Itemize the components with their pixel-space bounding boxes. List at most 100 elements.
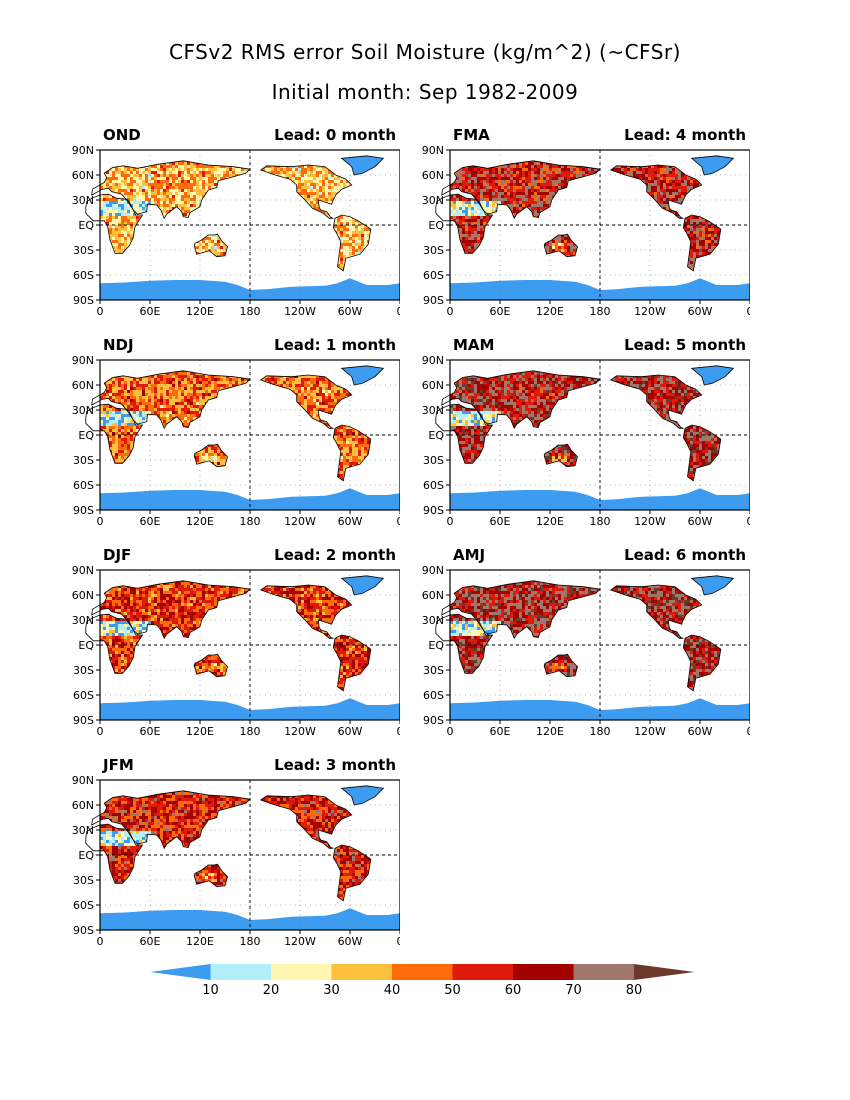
coastline-nam — [259, 374, 353, 429]
greenland — [341, 575, 384, 595]
lat-tick-label: 60S — [73, 689, 94, 702]
map-plot: 90N60N30NEQ30S60S90S060E120E180120W60W0 — [422, 144, 750, 318]
lat-tick-label: 90S — [423, 504, 444, 517]
map-plot: 90N60N30NEQ30S60S90S060E120E180120W60W0 — [422, 564, 750, 738]
season-label: JFM — [103, 756, 134, 774]
lat-tick-label: EQ — [428, 219, 444, 232]
lon-tick-label: 0 — [97, 305, 104, 318]
lat-tick-label: 90S — [73, 924, 94, 937]
lon-tick-label: 60W — [688, 515, 713, 528]
colorbar-segment — [271, 964, 332, 980]
greenland — [691, 575, 734, 595]
lat-tick-label: 90S — [73, 714, 94, 727]
coastline-sam — [682, 634, 722, 692]
lat-tick-label: 30N — [72, 404, 94, 417]
lon-tick-label: 180 — [240, 935, 261, 948]
season-label: MAM — [453, 336, 494, 354]
antarctica — [450, 488, 750, 510]
colorbar-label: 80 — [626, 983, 643, 998]
map-panel-ond: 90N60N30NEQ30S60S90S060E120E180120W60W0O… — [68, 126, 400, 318]
lead-label: Lead: 0 month — [274, 126, 396, 144]
lat-tick-label: 30N — [72, 614, 94, 627]
coastline-eurasia — [441, 370, 601, 430]
coastline-sam — [682, 424, 722, 482]
coastline-australia — [193, 443, 228, 468]
lat-tick-label: 60N — [72, 169, 94, 182]
greenland — [341, 155, 384, 175]
lat-tick-label: 60N — [422, 379, 444, 392]
lat-tick-label: 90N — [72, 564, 94, 577]
map-panel-djf: 90N60N30NEQ30S60S90S060E120E180120W60W0D… — [68, 546, 400, 738]
greenland — [341, 365, 384, 385]
map-panel-mam: 90N60N30NEQ30S60S90S060E120E180120W60W0M… — [418, 336, 750, 528]
colorbar-legend: 10 20 30 40 50 60 70 80 — [150, 964, 695, 998]
colorbar-label: 10 — [202, 983, 219, 998]
lon-tick-label: 120W — [634, 515, 666, 528]
lat-tick-label: 60S — [73, 899, 94, 912]
lon-tick-label: 0 — [447, 725, 454, 738]
antarctica — [100, 698, 400, 720]
lat-tick-label: 60S — [73, 269, 94, 282]
antarctica — [450, 698, 750, 720]
lon-tick-label: 120E — [186, 935, 214, 948]
lon-tick-label: 0 — [97, 725, 104, 738]
lon-tick-label: 60E — [490, 305, 511, 318]
coastline-australia — [543, 443, 578, 468]
antarctica — [100, 278, 400, 300]
coastline-sam — [332, 634, 372, 692]
lon-tick-label: 120E — [536, 725, 564, 738]
coastline-nam — [609, 374, 703, 429]
lat-tick-label: 90N — [422, 144, 444, 157]
map-plot: 90N60N30NEQ30S60S90S060E120E180120W60W0 — [72, 774, 400, 948]
lat-tick-label: 60S — [423, 479, 444, 492]
lat-tick-label: 30N — [72, 194, 94, 207]
coastline-sam — [682, 214, 722, 272]
map-plot: 90N60N30NEQ30S60S90S060E120E180120W60W0 — [72, 564, 400, 738]
colorbar-segment — [634, 964, 695, 980]
lat-tick-label: 60N — [72, 589, 94, 602]
coastline-eurasia — [91, 580, 251, 640]
greenland — [691, 155, 734, 175]
lon-tick-label: 60E — [490, 515, 511, 528]
colorbar-label: 60 — [505, 983, 522, 998]
lat-tick-label: 30N — [72, 824, 94, 837]
lat-tick-label: 60S — [423, 269, 444, 282]
lon-tick-label: 0 — [97, 935, 104, 948]
season-label: AMJ — [453, 546, 485, 564]
coastline-eurasia — [91, 160, 251, 220]
lon-tick-label: 120W — [634, 305, 666, 318]
lat-tick-label: 90N — [422, 354, 444, 367]
coastline-australia — [193, 863, 228, 888]
lon-tick-label: 60W — [338, 305, 363, 318]
lon-tick-label: 180 — [240, 305, 261, 318]
coastline-africa — [435, 193, 494, 254]
map-plot: 90N60N30NEQ30S60S90S060E120E180120W60W0 — [72, 144, 400, 318]
lon-tick-label: 180 — [240, 515, 261, 528]
lat-tick-label: EQ — [428, 639, 444, 652]
coastline-australia — [543, 233, 578, 258]
coastline-africa — [435, 403, 494, 464]
lat-tick-label: EQ — [78, 429, 94, 442]
map-panel-fma: 90N60N30NEQ30S60S90S060E120E180120W60W0F… — [418, 126, 750, 318]
antarctica — [100, 488, 400, 510]
lat-tick-label: 30N — [422, 614, 444, 627]
coastline-africa — [85, 823, 144, 884]
lon-tick-label: 120W — [284, 305, 316, 318]
lat-tick-label: 60N — [422, 589, 444, 602]
lat-tick-label: 30S — [73, 454, 94, 467]
lat-tick-label: 90S — [73, 294, 94, 307]
greenland — [341, 785, 384, 805]
lat-tick-label: 60S — [423, 689, 444, 702]
colorbar-label: 30 — [323, 983, 340, 998]
antarctica — [450, 278, 750, 300]
lon-tick-label: 120W — [634, 725, 666, 738]
lat-tick-label: EQ — [78, 849, 94, 862]
lon-tick-label: 60W — [688, 725, 713, 738]
lat-tick-label: 90N — [422, 564, 444, 577]
season-label: FMA — [453, 126, 490, 144]
colorbar-label: 20 — [263, 983, 280, 998]
coastline-sam — [332, 424, 372, 482]
coastline-australia — [193, 233, 228, 258]
coastline-eurasia — [91, 370, 251, 430]
lon-tick-label: 60E — [140, 305, 161, 318]
